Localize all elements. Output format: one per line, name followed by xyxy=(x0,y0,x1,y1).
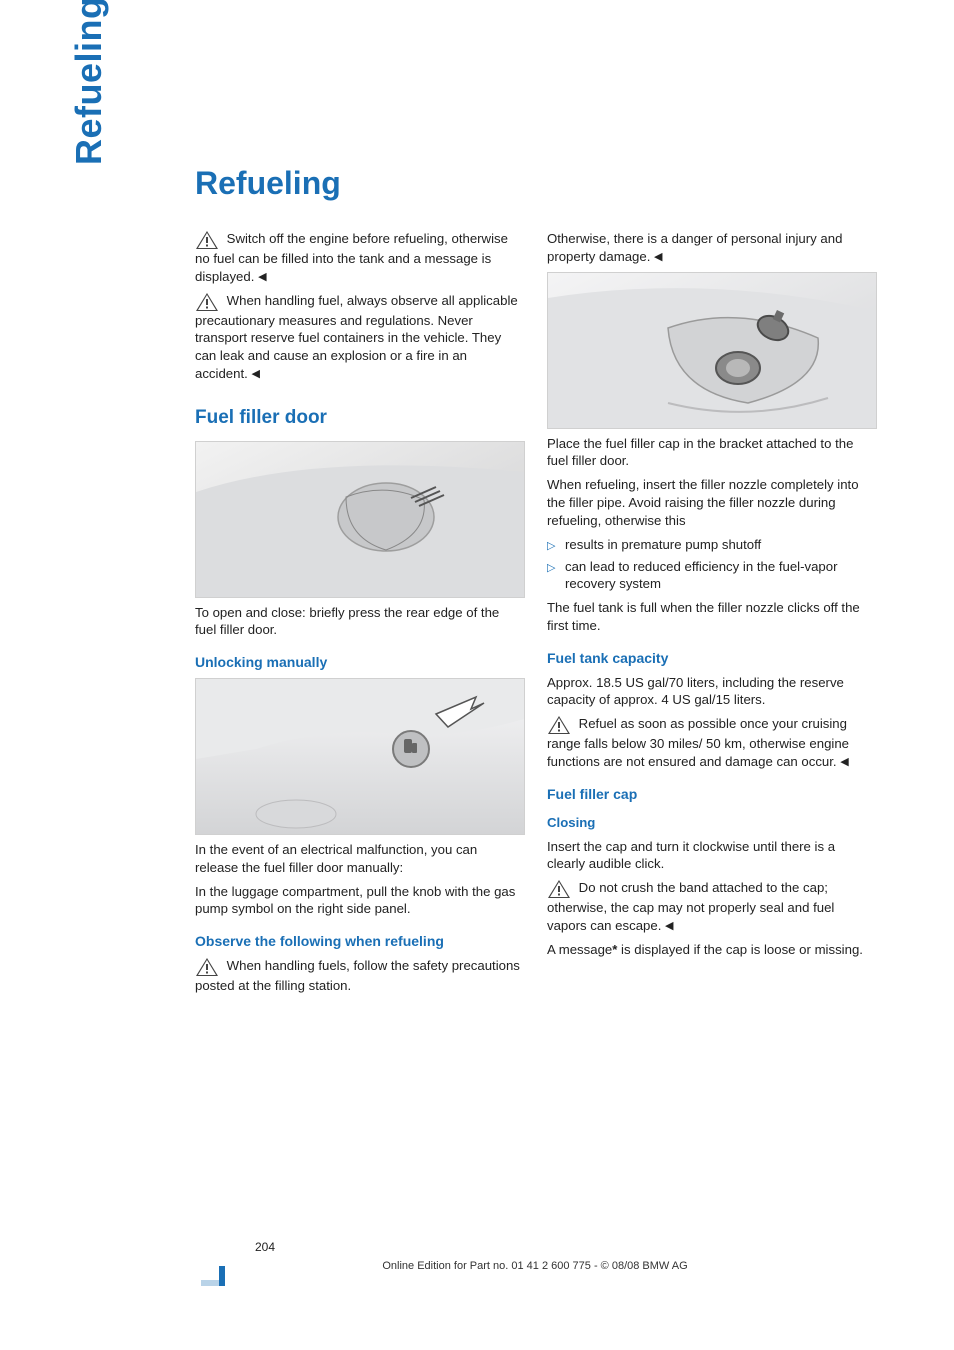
body-text: Place the fuel filler cap in the bracket… xyxy=(547,435,875,471)
right-column: Otherwise, there is a danger of personal… xyxy=(547,224,875,1001)
end-mark-icon: ◀ xyxy=(258,270,266,285)
body-text: When refueling, insert the filler nozzle… xyxy=(547,476,875,529)
subsection-heading: Observe the following when refueling xyxy=(195,932,523,951)
list-item: ▷ results in premature pump shutoff xyxy=(547,536,875,554)
body-text: Insert the cap and turn it clockwise unt… xyxy=(547,838,875,874)
left-column: Switch off the engine before refueling, … xyxy=(195,224,523,1001)
content-area: Refueling Switch off the engine before r… xyxy=(195,165,875,1001)
footer-edition-line: Online Edition for Part no. 01 41 2 600 … xyxy=(195,1260,875,1272)
warning-icon xyxy=(547,879,571,899)
warning-text: When handling fuels, follow the safety p… xyxy=(195,958,520,993)
warning-block: When handling fuel, always observe all a… xyxy=(195,292,523,383)
figure-manual-unlock xyxy=(195,678,525,835)
body-text: To open and close: briefly press the rea… xyxy=(195,604,523,640)
bullet-list: ▷ results in premature pump shutoff ▷ ca… xyxy=(547,536,875,593)
section-heading: Fuel filler door xyxy=(195,405,523,431)
end-mark-icon: ◀ xyxy=(654,250,662,265)
list-item: ▷ can lead to reduced efficiency in the … xyxy=(547,558,875,594)
warning-text: Switch off the engine before refueling, … xyxy=(195,231,508,284)
warning-icon xyxy=(195,292,219,312)
page-number: 204 xyxy=(255,1240,875,1254)
body-text: Approx. 18.5 US gal/70 liters, including… xyxy=(547,674,875,710)
subsection-heading: Fuel filler cap xyxy=(547,785,875,804)
figure-cap-bracket xyxy=(547,272,877,429)
body-text: Otherwise, there is a danger of personal… xyxy=(547,230,875,266)
triangle-bullet-icon: ▷ xyxy=(547,539,555,554)
end-mark-icon: ◀ xyxy=(665,919,673,934)
warning-block: Refuel as soon as possible once your cru… xyxy=(547,715,875,771)
subsection-heading: Unlocking manually xyxy=(195,653,523,672)
subsection-heading: Fuel tank capacity xyxy=(547,649,875,668)
side-tab-label: Refueling xyxy=(68,0,110,165)
body-text: The fuel tank is full when the filler no… xyxy=(547,599,875,635)
end-mark-icon: ◀ xyxy=(840,755,848,770)
footer-decor xyxy=(203,1266,225,1286)
subsubsection-heading: Closing xyxy=(547,814,875,832)
warning-icon xyxy=(195,230,219,250)
warning-block: Do not crush the band attached to the ca… xyxy=(547,879,875,935)
body-text: In the luggage compartment, pull the kno… xyxy=(195,883,523,919)
warning-text: When handling fuel, always observe all a… xyxy=(195,293,518,381)
end-mark-icon: ◀ xyxy=(251,367,259,382)
triangle-bullet-icon: ▷ xyxy=(547,561,555,576)
warning-block: Switch off the engine before refueling, … xyxy=(195,230,523,286)
page-title: Refueling xyxy=(195,165,875,202)
warning-block: When handling fuels, follow the safety p… xyxy=(195,957,523,995)
page-footer: 204 Online Edition for Part no. 01 41 2 … xyxy=(195,1240,875,1272)
figure-fuel-door xyxy=(195,441,525,598)
warning-text: Do not crush the band attached to the ca… xyxy=(547,880,834,933)
warning-text: Refuel as soon as possible once your cru… xyxy=(547,716,849,769)
body-text: A message* is displayed if the cap is lo… xyxy=(547,941,875,959)
warning-icon xyxy=(547,715,571,735)
body-text: In the event of an electrical malfunctio… xyxy=(195,841,523,877)
warning-icon xyxy=(195,957,219,977)
